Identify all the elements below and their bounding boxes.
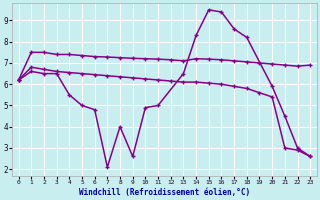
X-axis label: Windchill (Refroidissement éolien,°C): Windchill (Refroidissement éolien,°C)	[79, 188, 250, 197]
